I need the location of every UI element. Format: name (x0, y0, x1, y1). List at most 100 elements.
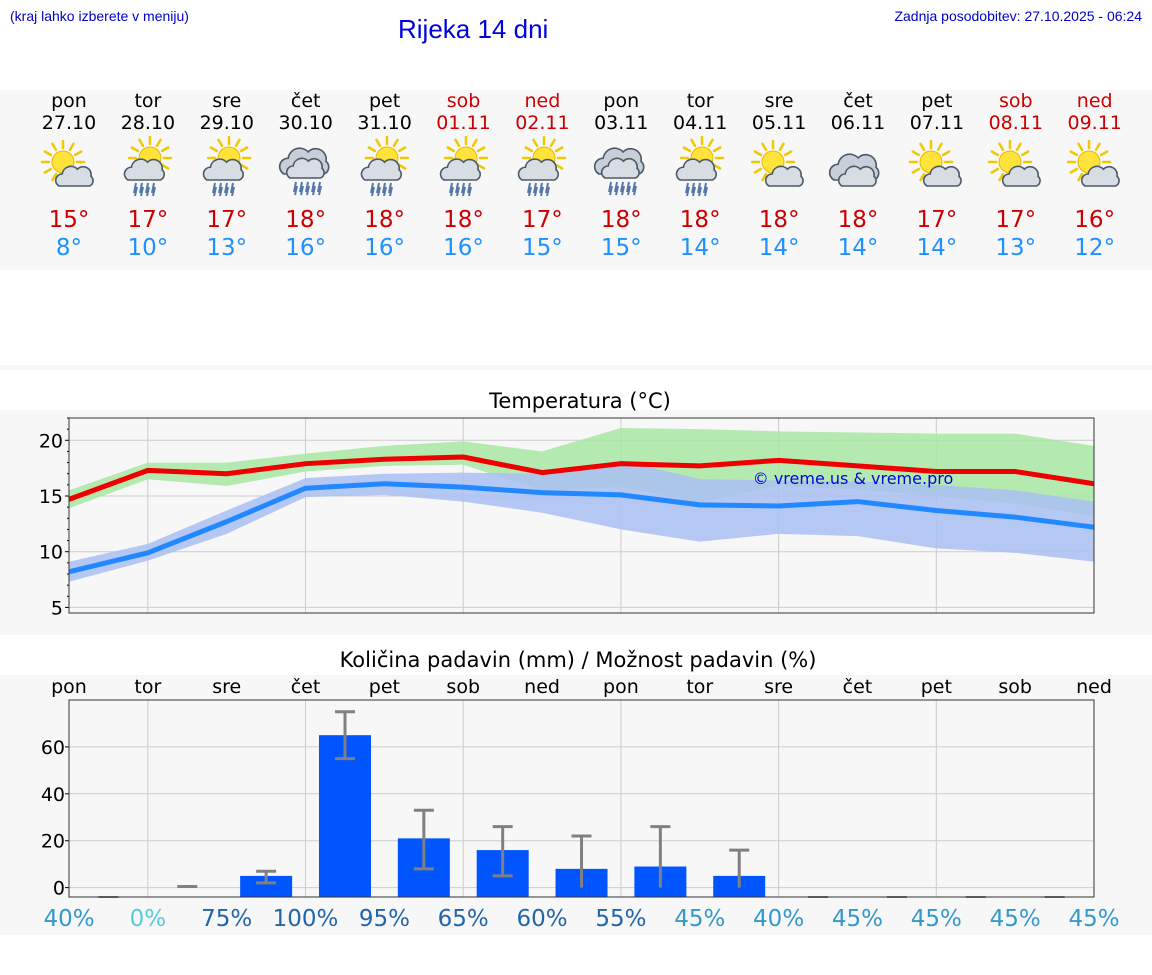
x-tick-label: ned (1076, 676, 1112, 698)
error-bar (492, 825, 513, 878)
x-tick-label: pet (369, 676, 400, 698)
day-name: sre (764, 90, 794, 112)
day-name: čet (290, 90, 321, 112)
sun-cloud-rain-icon (518, 135, 567, 197)
day-name: pet (921, 90, 953, 112)
day-name: pon (51, 90, 87, 112)
day-name: pon (603, 90, 640, 112)
precip-bar (240, 875, 293, 897)
day-column: sob 08.11 17° 13° (976, 90, 1056, 262)
temp-min: 14° (679, 235, 721, 261)
temp-max: 18° (758, 207, 800, 233)
day-column: tor 28.10 17° 10° (108, 90, 188, 262)
day-column: tor 04.11 18° 14° (660, 90, 740, 262)
day-name: pet (368, 90, 401, 112)
day-date: 02.11 (515, 112, 570, 134)
x-tick-label: sob (446, 676, 480, 698)
day-name: tor (134, 90, 162, 112)
page-title: Rijeka 14 dni (398, 14, 549, 44)
precipitation-chart: Količina padavin (mm) / Možnost padavin … (41, 648, 1120, 932)
y-tick-label: 60 (41, 737, 65, 759)
precip-bar (318, 735, 371, 897)
day-column: ned 02.11 17° 15° (502, 90, 582, 262)
precip-chance: 45% (1068, 906, 1119, 932)
min-temp-line (68, 481, 1095, 575)
cloud-icon (828, 153, 880, 187)
day-date: 07.11 (909, 112, 965, 134)
day-column: čet 30.10 18° 16° (266, 90, 346, 262)
precip-chance: 45% (990, 906, 1041, 932)
cloud-rain-icon (594, 147, 645, 196)
error-bar (650, 825, 671, 888)
y-tick-label: 0 (53, 878, 65, 900)
day-name: sre (212, 90, 242, 112)
day-date: 01.11 (436, 112, 491, 134)
temp-min: 16° (285, 235, 327, 261)
error-bar (177, 884, 198, 888)
sun-cloud-icon (908, 139, 962, 187)
day-date: 30.10 (278, 112, 333, 134)
x-tick-label: pon (51, 676, 87, 698)
day-name: čet (843, 90, 873, 112)
x-tick-label: ned (524, 676, 560, 698)
day-column: sre 29.10 17° 13° (187, 90, 267, 262)
location-hint: (kraj lahko izberete v meniju) (10, 8, 189, 24)
temp-max: 17° (206, 207, 248, 233)
precip-chance: 40% (43, 906, 94, 932)
error-bar (729, 848, 750, 888)
x-tick-label: sob (998, 676, 1032, 698)
day-date: 27.10 (41, 112, 97, 134)
precip-chance: 45% (911, 906, 962, 932)
temp-min: 13° (995, 235, 1037, 261)
error-bar (413, 808, 434, 871)
sun-cloud-icon (987, 139, 1041, 187)
day-date: 05.11 (751, 112, 807, 134)
x-tick-label: pon (603, 676, 639, 698)
precip-chance: 40% (753, 906, 804, 932)
temp-max: 18° (285, 207, 327, 233)
day-column: čet 06.11 18° 14° (818, 90, 898, 262)
error-bar (334, 710, 355, 761)
x-tick-label: sre (212, 676, 241, 698)
sun-cloud-icon (750, 139, 804, 187)
precip-chance: 95% (359, 906, 410, 932)
temp-min: 8° (55, 235, 83, 261)
temp-min: 14° (837, 235, 879, 261)
day-column: ned 09.11 16° 12° (1055, 90, 1135, 262)
temp-max: 16° (1074, 207, 1116, 233)
chart-title: Količina padavin (mm) / Možnost padavin … (340, 648, 817, 672)
temp-min: 16° (364, 235, 405, 261)
temp-min: 14° (758, 235, 800, 261)
temp-max: 18° (364, 207, 405, 233)
temp-min: 15° (522, 235, 563, 261)
temp-min: 15° (600, 235, 642, 261)
precip-chance: 55% (595, 906, 646, 932)
day-column: sob 01.11 18° 16° (424, 90, 504, 262)
sun-cloud-icon (1066, 139, 1120, 187)
sun-cloud-rain-icon (123, 135, 173, 197)
day-date: 06.11 (830, 112, 886, 134)
precip-chance: 65% (438, 906, 489, 932)
divider (0, 365, 1152, 370)
day-date: 04.11 (672, 112, 728, 134)
precip-chance: 45% (674, 906, 725, 932)
day-name: ned (524, 90, 561, 112)
temp-max: 15° (48, 207, 90, 233)
precip-chance: 75% (201, 906, 252, 932)
precip-chance: 0% (130, 906, 167, 932)
y-tick-label: 15 (39, 486, 63, 508)
watermark: © vreme.us & vreme.pro (753, 469, 954, 488)
x-tick-label: čet (291, 676, 321, 698)
y-tick-label: 20 (39, 430, 63, 452)
temp-min: 10° (127, 235, 169, 261)
temp-max: 18° (600, 207, 642, 233)
precip-chance: 45% (832, 906, 883, 932)
temp-max: 18° (443, 207, 484, 233)
precip-chance: 60% (517, 906, 568, 932)
day-column: pon 03.11 18° 15° (581, 90, 661, 262)
day-date: 03.11 (594, 112, 649, 134)
day-column: sre 05.11 18° 14° (739, 90, 819, 262)
precip-chance: 100% (273, 906, 339, 932)
temp-min: 13° (206, 235, 248, 261)
sun-cloud-rain-icon (360, 135, 409, 197)
